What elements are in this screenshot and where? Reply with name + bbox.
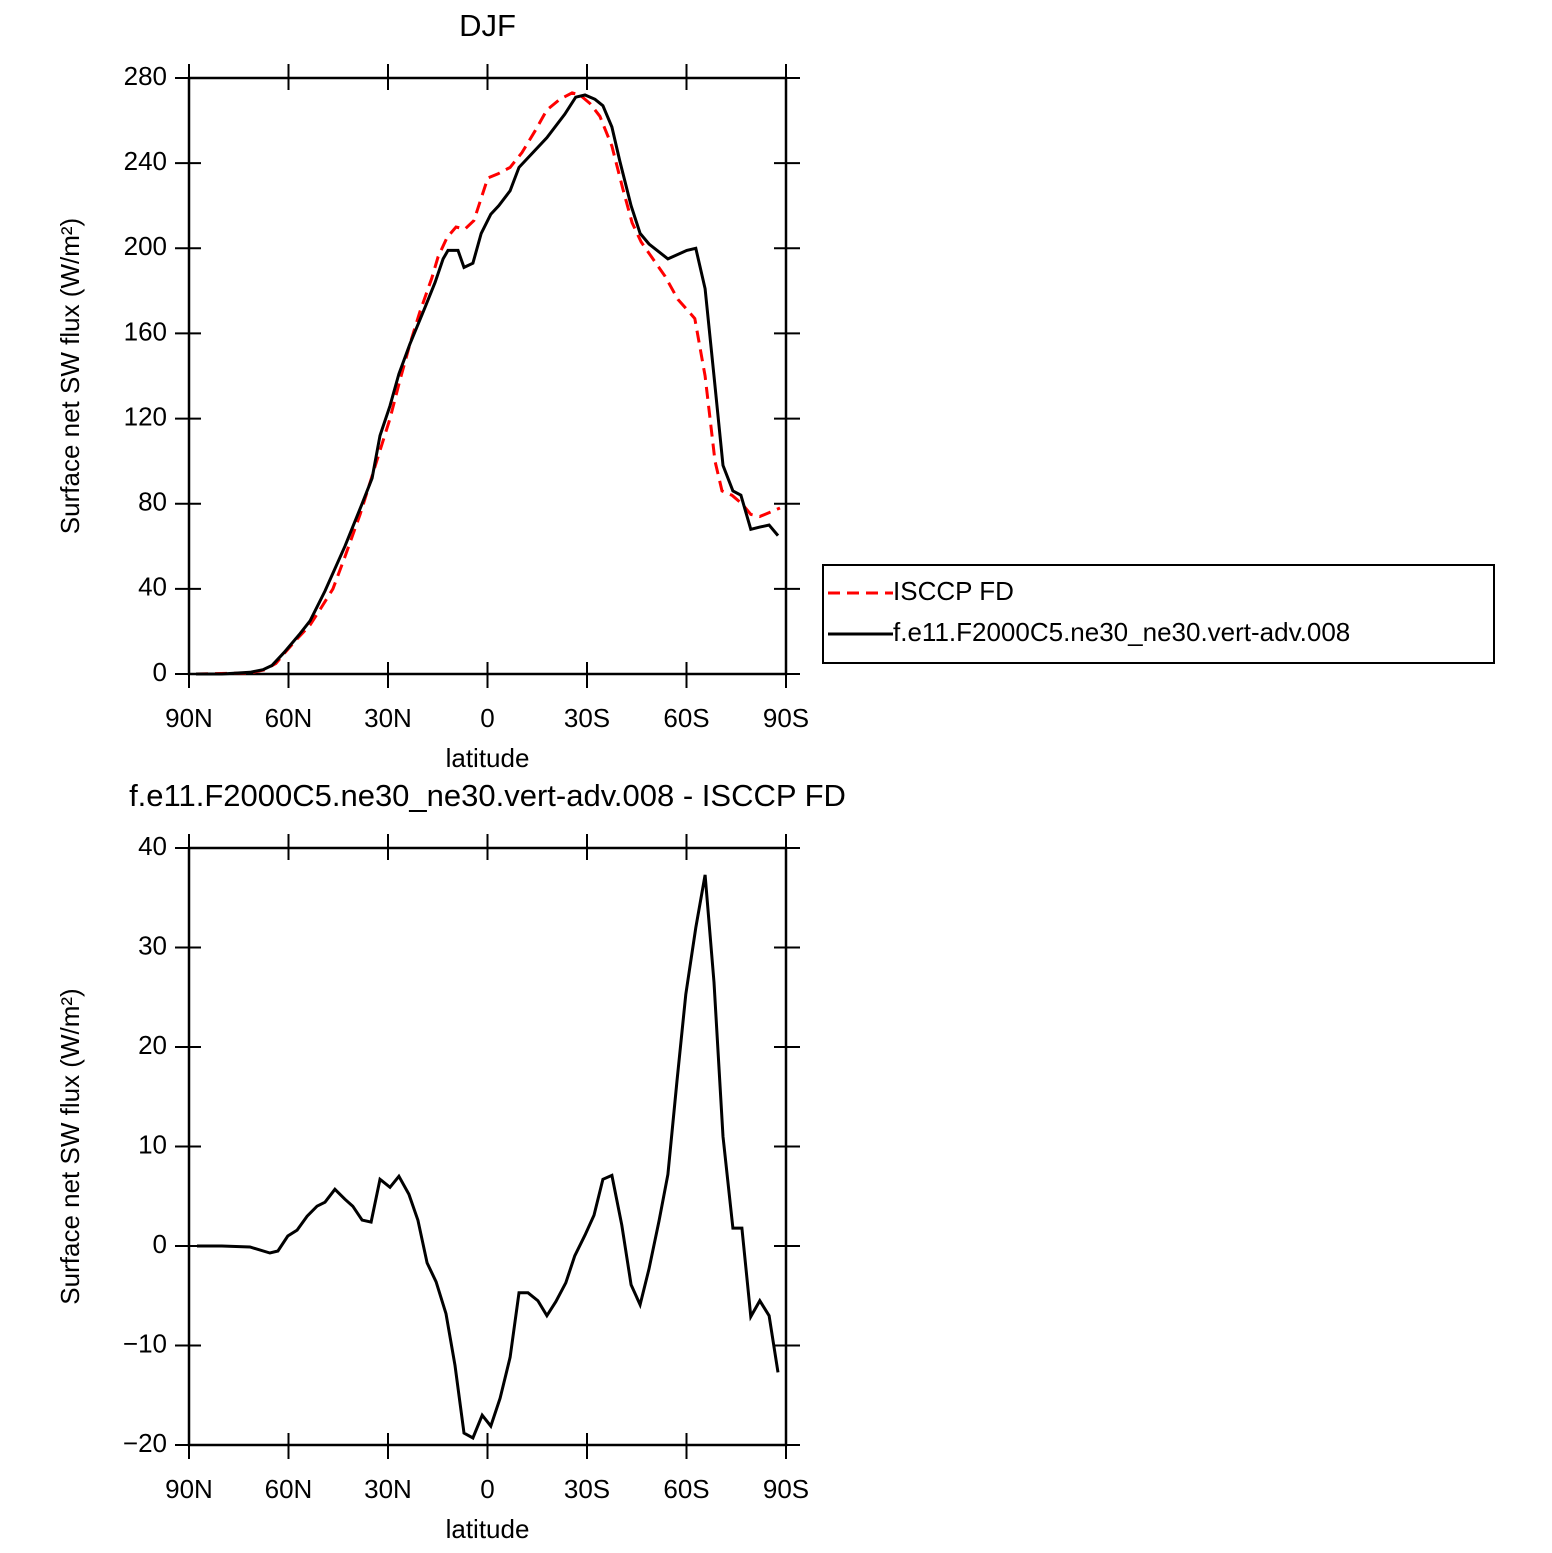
- y-tick-label: 30: [138, 930, 167, 960]
- x-tick-label: 90N: [165, 1474, 213, 1504]
- x-tick-label: 0: [480, 1474, 494, 1504]
- y-tick-label: 40: [138, 572, 167, 602]
- y-axis-label: Surface net SW flux (W/m²): [55, 988, 85, 1304]
- x-tick-label: 90N: [165, 703, 213, 733]
- y-tick-label: 0: [153, 657, 167, 687]
- y-tick-label: 240: [124, 146, 167, 176]
- plot-frame: [187, 76, 788, 676]
- x-tick-label: 90S: [763, 703, 809, 733]
- x-tick-label: 30S: [564, 703, 610, 733]
- y-tick-label: 120: [124, 401, 167, 431]
- y-axis-label: Surface net SW flux (W/m²): [55, 218, 85, 534]
- legend-box: [822, 564, 1495, 664]
- x-axis-label: latitude: [446, 743, 530, 773]
- plot-frame: [187, 846, 788, 1447]
- chart-title: f.e11.F2000C5.ne30_ne30.vert-adv.008 - I…: [129, 778, 846, 813]
- y-tick-label: 280: [124, 61, 167, 91]
- data-line: [196, 93, 780, 676]
- x-tick-label: 60S: [663, 1474, 709, 1504]
- x-tick-label: 60N: [265, 1474, 313, 1504]
- legend-label: ISCCP FD: [893, 576, 1014, 606]
- x-tick-label: 0: [480, 703, 494, 733]
- x-tick-label: 30N: [364, 703, 412, 733]
- x-tick-label: 30S: [564, 1474, 610, 1504]
- data-line: [195, 91, 781, 676]
- y-tick-label: −20: [123, 1428, 167, 1458]
- legend-label: f.e11.F2000C5.ne30_ne30.vert-adv.008: [893, 617, 1350, 647]
- x-tick-label: 30N: [364, 1474, 412, 1504]
- y-tick-label: 0: [153, 1229, 167, 1259]
- y-tick-label: 160: [124, 316, 167, 346]
- chart-title: DJF: [459, 8, 516, 43]
- y-tick-label: 20: [138, 1030, 167, 1060]
- x-tick-label: 60S: [663, 703, 709, 733]
- y-tick-label: −10: [123, 1328, 167, 1358]
- y-tick-label: 10: [138, 1129, 167, 1159]
- y-tick-label: 200: [124, 231, 167, 261]
- y-tick-label: 80: [138, 487, 167, 517]
- x-tick-label: 90S: [763, 1474, 809, 1504]
- x-axis-label: latitude: [446, 1514, 530, 1544]
- x-tick-label: 60N: [265, 703, 313, 733]
- data-line: [197, 874, 780, 1441]
- y-tick-label: 40: [138, 831, 167, 861]
